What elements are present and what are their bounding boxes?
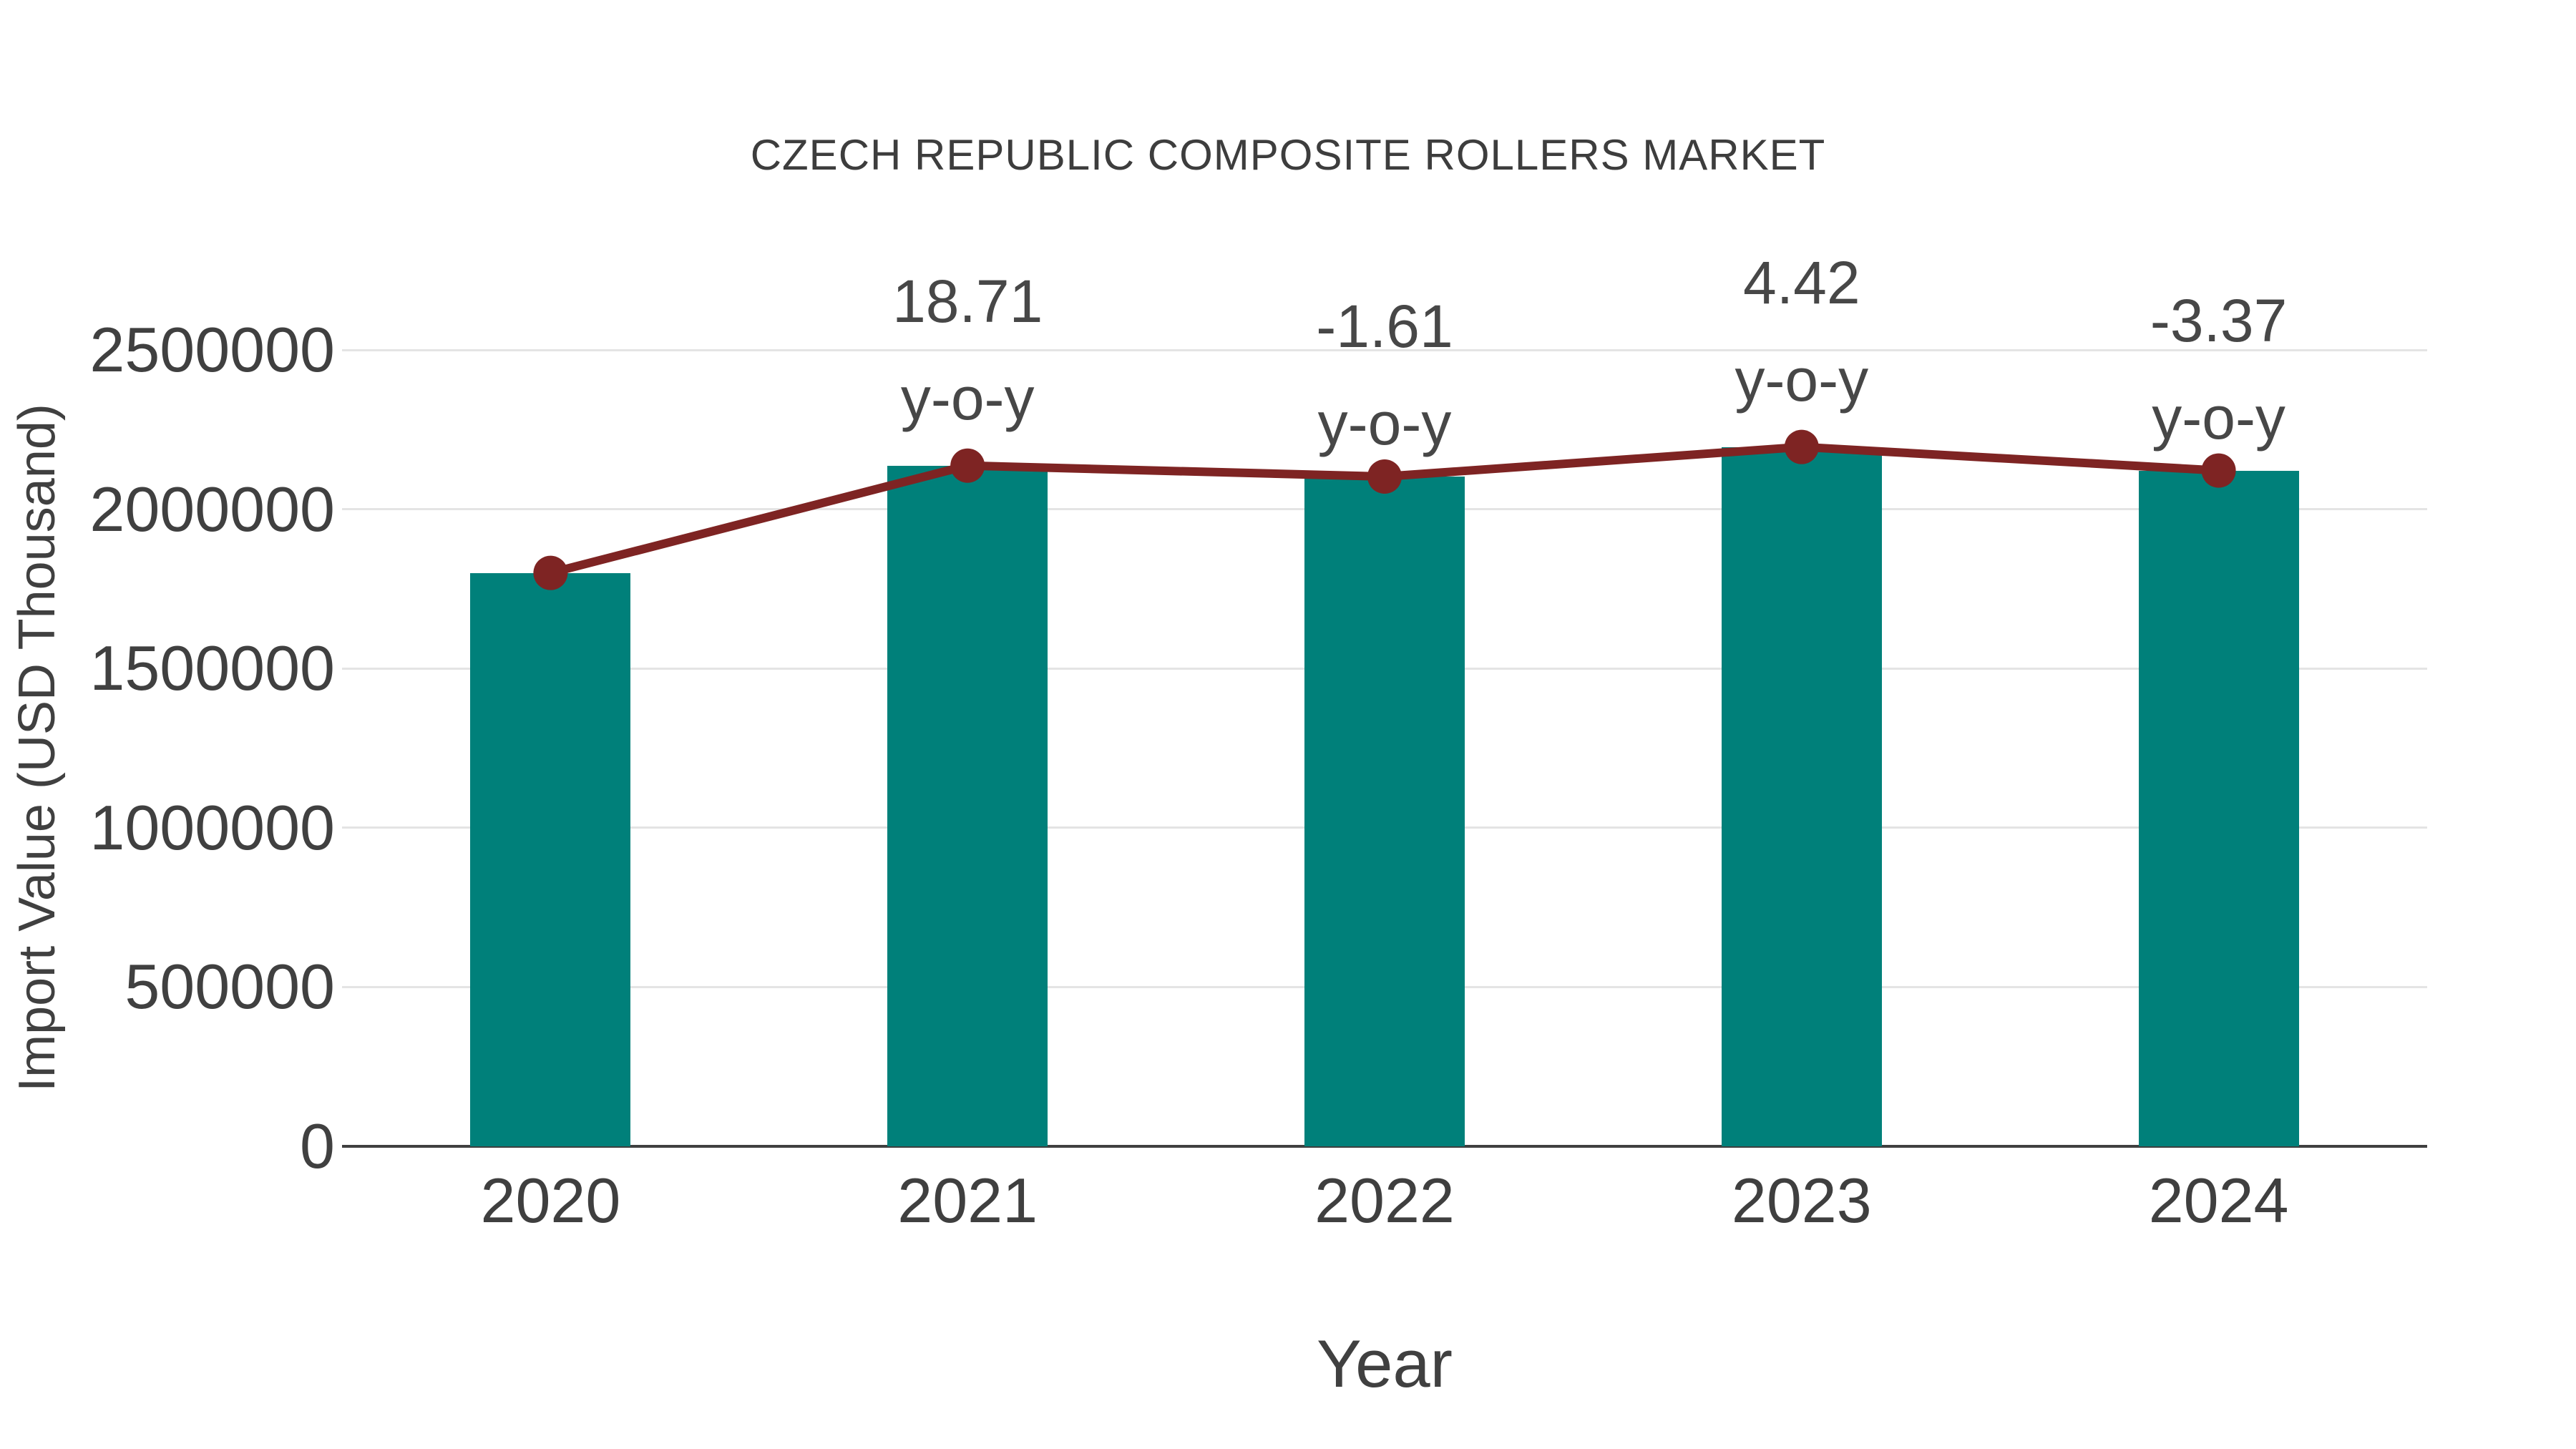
chart-title: CZECH REPUBLIC COMPOSITE ROLLERS MARKET — [750, 131, 1826, 179]
yoy-value: 4.42 — [1743, 248, 1860, 316]
y-tick-label: 0 — [300, 1111, 335, 1181]
yoy-suffix: y-o-y — [900, 364, 1035, 432]
x-tick-label: 2020 — [480, 1165, 621, 1236]
yoy-annotation: 4.42 y-o-y — [1587, 234, 2016, 429]
bar — [1721, 447, 1882, 1146]
data-point-marker — [1784, 429, 1819, 464]
yoy-annotation: 18.71 y-o-y — [753, 253, 1182, 447]
data-point-marker — [1367, 459, 1402, 494]
x-axis-title: Year — [1317, 1326, 1453, 1401]
bar — [1304, 477, 1465, 1146]
x-tick-label: 2024 — [2148, 1165, 2289, 1236]
y-axis-title: Import Value (USD Thousand) — [9, 404, 66, 1092]
y-tick-label: 1000000 — [89, 791, 335, 863]
x-axis-line — [342, 1145, 2427, 1148]
grid-line — [342, 348, 2427, 351]
bar — [470, 572, 631, 1146]
bar — [887, 465, 1048, 1146]
yoy-suffix: y-o-y — [1317, 390, 1452, 457]
y-tick-label: 1500000 — [89, 633, 335, 704]
x-tick-label: 2023 — [1731, 1165, 1872, 1236]
yoy-value: -3.37 — [2150, 286, 2288, 354]
y-tick-label: 2500000 — [89, 314, 335, 385]
x-tick-label: 2021 — [897, 1165, 1038, 1236]
bar — [2138, 470, 2299, 1146]
data-point-marker — [2201, 453, 2236, 488]
yoy-suffix: y-o-y — [2152, 384, 2285, 452]
data-point-marker — [533, 555, 568, 590]
data-point-marker — [950, 448, 985, 483]
y-tick-label: 2000000 — [89, 473, 335, 545]
x-tick-label: 2022 — [1314, 1165, 1455, 1236]
yoy-suffix: y-o-y — [1735, 346, 1869, 414]
yoy-annotation: -1.61 y-o-y — [1170, 278, 1599, 472]
yoy-value: -1.61 — [1316, 293, 1453, 360]
yoy-value: 18.71 — [892, 267, 1043, 335]
y-tick-label: 500000 — [125, 951, 335, 1023]
yoy-annotation: -3.37 y-o-y — [2004, 272, 2434, 467]
